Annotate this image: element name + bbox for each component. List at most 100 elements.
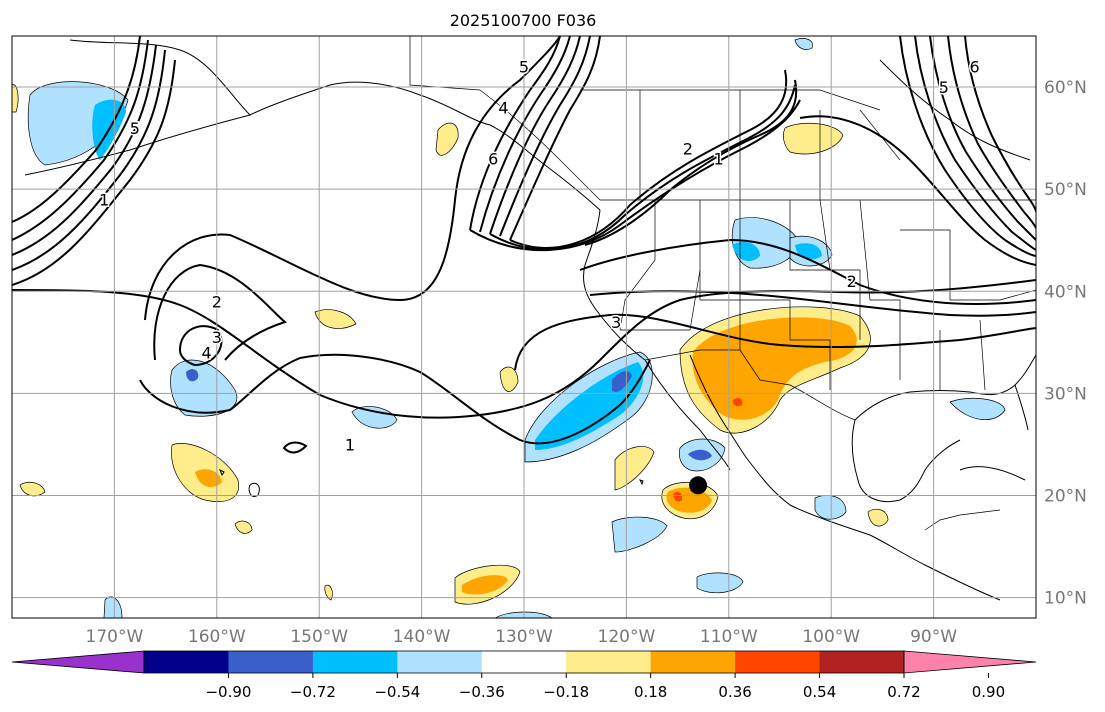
shade-dark-blue <box>688 449 712 461</box>
contour-ne-1 <box>799 115 1036 266</box>
contour-label: 1 <box>99 190 109 209</box>
lon-label: 90°W <box>910 627 957 647</box>
contour-ne-3 <box>914 36 1036 251</box>
shade-light-blue <box>794 38 813 50</box>
border-canada-north <box>580 89 881 111</box>
coastline-gulf-us <box>854 354 1036 421</box>
contour-label: 5 <box>519 58 529 77</box>
lon-label: 140°W <box>393 627 451 647</box>
contour-label: 6 <box>488 150 498 169</box>
lat-label: 50°N <box>1044 180 1087 200</box>
shade-yellow <box>435 122 459 156</box>
contour-2-west <box>12 49 166 271</box>
border-us-mexico <box>644 349 856 421</box>
contour-ne-5 <box>947 36 1036 229</box>
colorbar-tick-label: −0.18 <box>543 683 589 701</box>
shade-yellow <box>12 84 19 113</box>
lat-label: 10°N <box>1044 589 1087 609</box>
border-states-7 <box>939 319 986 391</box>
contour-label: 6 <box>969 58 979 77</box>
shade-yellow <box>19 482 46 497</box>
island-revillagigedo <box>639 479 644 486</box>
lon-label: 120°W <box>598 627 656 647</box>
shade-light-blue <box>351 406 398 429</box>
colorbar-tick-label: 0.90 <box>972 683 1005 701</box>
shade-light-blue <box>611 516 668 553</box>
lat-label: 20°N <box>1044 486 1087 506</box>
shade-yellow <box>614 446 655 491</box>
contour-ne-4 <box>929 36 1036 241</box>
colorbar-tick-label: 0.36 <box>718 683 751 701</box>
border-states-3 <box>739 200 831 390</box>
shade-yellow <box>314 309 357 329</box>
contour-label: 5 <box>939 78 949 97</box>
border-states-2 <box>699 200 741 350</box>
contour-label: 1 <box>713 150 723 169</box>
coastline-gulf-mexico <box>851 419 961 503</box>
shade-light-blue <box>949 397 1006 421</box>
coastline-gulf-california <box>689 354 749 461</box>
shade-orange <box>692 317 857 420</box>
colorbar-extend-max <box>903 650 1037 674</box>
contour-label: 1 <box>345 435 355 454</box>
contour-3-east <box>514 313 1036 371</box>
figure-title: 2025100700 F036 <box>450 11 597 30</box>
border-alaska-canada <box>409 36 601 201</box>
contour-ne-2 <box>899 36 1036 257</box>
contour-label: 2 <box>683 139 693 158</box>
lon-label: 160°W <box>188 627 246 647</box>
colorbar: −0.90 −0.72 −0.54 −0.36 −0.18 0.18 0.36 0.54 0.7… <box>11 650 1037 701</box>
colorbar-segment <box>481 651 567 673</box>
contour-label: 4 <box>201 344 211 363</box>
contour-1-west <box>12 59 176 286</box>
colorbar-tick-label: −0.72 <box>290 683 336 701</box>
political-borders <box>409 36 1036 531</box>
colorbar-segment <box>397 651 483 673</box>
shade-orange <box>462 575 508 595</box>
lon-label: 150°W <box>290 627 348 647</box>
contour-3-loop <box>153 263 288 361</box>
colorbar-segment <box>228 651 314 673</box>
contour-label: 3 <box>212 328 222 347</box>
shade-yellow <box>867 508 889 527</box>
contour-2-east <box>579 238 1036 306</box>
colorbar-segment <box>650 651 736 673</box>
contour-4-loop <box>178 325 223 367</box>
lat-label: 40°N <box>1044 282 1087 302</box>
colorbar-tick-label: −0.54 <box>374 683 420 701</box>
shade-red <box>673 492 683 502</box>
contour-3-ridge <box>489 36 581 235</box>
coastline-aleutians <box>24 114 251 176</box>
contour-label: 3 <box>611 313 621 332</box>
colorbar-segment <box>819 651 905 673</box>
contour-ne-6 <box>964 36 1036 213</box>
lon-label: 170°W <box>86 627 144 647</box>
contour-label: 2 <box>847 272 857 291</box>
colorbar-tick-label: 0.18 <box>634 683 667 701</box>
colorbar-extend-min <box>11 650 145 674</box>
anomaly-shading <box>12 38 1006 618</box>
contour-4-west <box>12 39 149 241</box>
shade-light-blue <box>696 572 744 594</box>
colorbar-segment <box>144 651 229 673</box>
colorbar-tick-label: −0.36 <box>459 683 505 701</box>
coastline-cuba <box>959 466 1026 481</box>
coastline-baja <box>644 359 731 471</box>
map-frame <box>11 35 1037 619</box>
lon-label: 100°W <box>802 627 860 647</box>
contour-label: 2 <box>212 292 222 311</box>
contour-4-ridge <box>499 36 591 237</box>
shade-yellow <box>783 122 844 155</box>
shade-dark-blue <box>612 371 632 393</box>
lat-label: 60°N <box>1044 78 1087 98</box>
contour-lower-loop <box>139 353 651 445</box>
lon-label: 130°W <box>495 627 553 647</box>
shade-blue <box>732 242 760 262</box>
contour-main-trough <box>12 279 1036 419</box>
colorbar-tick-label: −0.90 <box>205 683 251 701</box>
border-mexico-central-america <box>924 509 1001 531</box>
location-marker[interactable] <box>689 476 708 495</box>
